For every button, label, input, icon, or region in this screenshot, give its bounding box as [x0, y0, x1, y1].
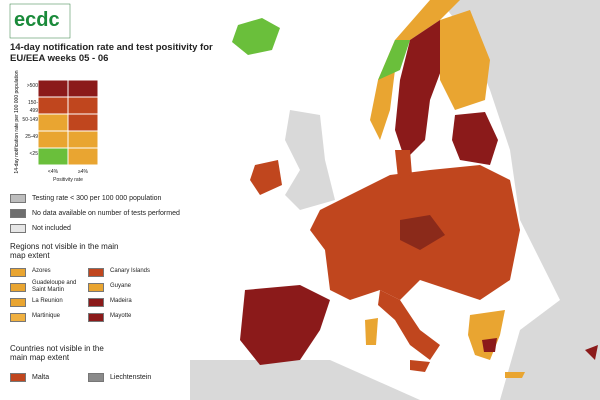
sweden	[395, 20, 445, 160]
baltics	[452, 112, 498, 165]
finland	[440, 10, 490, 110]
region-label: Madeira	[110, 298, 132, 304]
matrix-x-axis-label: Positivity rate	[53, 177, 83, 183]
matrix-y-label: 50-149	[22, 117, 38, 123]
countries-heading: Countries not visible in the main map ex…	[10, 344, 104, 362]
country-swatch	[88, 373, 104, 382]
legend-swatch	[10, 224, 26, 233]
logo-text: ecdc	[14, 9, 60, 31]
greece-region	[482, 338, 497, 352]
matrix-y-label: <25	[29, 151, 38, 157]
matrix-y-label: >500	[26, 83, 38, 89]
crete	[505, 372, 525, 378]
ireland	[250, 160, 282, 195]
region-label: La Reunion	[32, 298, 63, 304]
legend-swatch	[10, 194, 26, 203]
region-label: Azores	[32, 268, 51, 274]
sardinia	[365, 318, 378, 345]
region-swatch	[10, 298, 26, 307]
matrix-x-label: ≥4%	[78, 169, 88, 175]
italy	[378, 290, 440, 360]
czechia	[400, 215, 445, 250]
title: 14-day notification rate and test positi…	[10, 42, 213, 64]
greece	[468, 310, 505, 360]
regions-heading: Regions not visible in the main map exte…	[10, 242, 119, 260]
matrix-y-label: 150-499	[27, 100, 38, 114]
matrix-y-label: 25-49	[25, 134, 38, 140]
region-label: Mayotte	[110, 313, 132, 319]
matrix-y-axis-label: 14-day notification rate per 100 000 pop…	[14, 70, 20, 173]
uk	[285, 110, 335, 210]
matrix	[37, 79, 99, 166]
region-label: Martinique	[32, 313, 61, 319]
country-label: Malta	[32, 374, 50, 381]
logo-box	[9, 3, 71, 39]
region-label: Guadeloupe and Saint Martin	[32, 280, 77, 293]
region-swatch	[88, 298, 104, 307]
region-label: Canary Islands	[110, 268, 151, 274]
sicily	[410, 360, 430, 372]
iberia	[240, 285, 330, 365]
matrix-x-label: <4%	[47, 169, 59, 175]
region-swatch	[88, 268, 104, 277]
iceland	[232, 18, 280, 55]
denmark	[395, 150, 412, 178]
legend-label: No data available on number of tests per…	[32, 210, 180, 217]
legend-label: Not included	[32, 225, 71, 232]
cyprus	[585, 345, 598, 360]
country-label: Liechtenstein	[110, 374, 152, 381]
legend-swatch	[10, 209, 26, 218]
legend-label: Testing rate < 300 per 100 000 populatio…	[32, 195, 162, 202]
region-swatch	[10, 283, 26, 292]
country-swatch	[10, 373, 26, 382]
region-swatch	[88, 313, 104, 322]
region-swatch	[10, 313, 26, 322]
region-swatch	[10, 268, 26, 277]
region-swatch	[88, 283, 104, 292]
region-label: Guyane	[110, 283, 132, 289]
other-land	[190, 0, 600, 400]
norway-green	[378, 40, 410, 80]
